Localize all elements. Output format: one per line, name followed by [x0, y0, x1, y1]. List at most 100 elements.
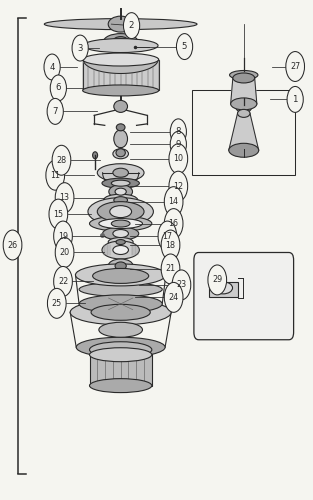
Ellipse shape [93, 268, 149, 283]
Text: 20: 20 [59, 248, 69, 257]
Circle shape [161, 254, 180, 284]
Text: 7: 7 [53, 107, 58, 116]
Circle shape [54, 221, 72, 251]
Ellipse shape [104, 34, 138, 50]
Circle shape [54, 266, 72, 296]
Ellipse shape [115, 188, 126, 195]
FancyBboxPatch shape [194, 252, 294, 340]
Text: 6: 6 [56, 84, 61, 92]
Circle shape [52, 146, 71, 175]
Ellipse shape [99, 218, 142, 228]
Polygon shape [103, 172, 139, 188]
Ellipse shape [229, 70, 258, 80]
Circle shape [72, 35, 88, 61]
Ellipse shape [93, 152, 98, 159]
Ellipse shape [115, 262, 126, 270]
Ellipse shape [113, 36, 128, 46]
Text: 1: 1 [292, 95, 298, 104]
Ellipse shape [114, 130, 127, 148]
Circle shape [164, 282, 183, 312]
Polygon shape [229, 114, 259, 150]
Text: 13: 13 [59, 193, 69, 202]
Circle shape [169, 144, 188, 174]
Circle shape [48, 288, 66, 318]
Ellipse shape [108, 259, 133, 273]
Circle shape [161, 230, 180, 260]
Ellipse shape [70, 300, 171, 325]
Ellipse shape [88, 198, 153, 226]
Ellipse shape [111, 220, 130, 227]
Ellipse shape [116, 240, 125, 244]
Ellipse shape [103, 227, 139, 240]
Text: 5: 5 [182, 42, 187, 51]
Circle shape [164, 208, 183, 238]
Ellipse shape [102, 241, 139, 259]
Text: 18: 18 [166, 240, 176, 250]
Ellipse shape [97, 202, 144, 222]
Ellipse shape [91, 304, 150, 320]
Text: 9: 9 [176, 140, 181, 149]
Ellipse shape [113, 246, 128, 254]
Text: 3: 3 [77, 44, 83, 52]
Ellipse shape [75, 264, 166, 286]
Ellipse shape [83, 53, 159, 66]
Text: 12: 12 [173, 182, 183, 190]
Text: 8: 8 [176, 128, 181, 136]
Text: 21: 21 [166, 264, 176, 274]
Circle shape [172, 270, 191, 300]
Circle shape [50, 75, 66, 101]
Text: 22: 22 [58, 277, 68, 286]
Text: 17: 17 [162, 232, 172, 240]
Circle shape [158, 221, 177, 251]
Text: 4: 4 [49, 62, 55, 72]
Ellipse shape [44, 18, 197, 30]
Bar [208, 282, 238, 297]
Text: 15: 15 [53, 210, 64, 218]
Ellipse shape [99, 322, 142, 338]
Text: 16: 16 [169, 219, 179, 228]
Circle shape [170, 132, 187, 158]
Circle shape [169, 171, 188, 201]
Circle shape [55, 182, 74, 212]
Ellipse shape [233, 73, 255, 83]
Circle shape [46, 160, 64, 190]
Circle shape [177, 34, 192, 60]
Ellipse shape [113, 230, 128, 237]
Ellipse shape [90, 216, 152, 231]
Ellipse shape [111, 180, 130, 186]
Text: 25: 25 [52, 299, 62, 308]
Circle shape [49, 199, 68, 229]
Text: 2: 2 [129, 21, 134, 30]
Circle shape [55, 238, 74, 268]
Circle shape [208, 265, 227, 295]
Ellipse shape [116, 124, 125, 131]
Text: 27: 27 [290, 62, 300, 71]
Bar [192, 90, 295, 175]
Ellipse shape [231, 98, 257, 110]
Polygon shape [83, 60, 158, 74]
Ellipse shape [229, 144, 259, 158]
Text: 14: 14 [169, 197, 179, 206]
Bar [90, 350, 152, 386]
Ellipse shape [110, 206, 131, 218]
Text: 11: 11 [50, 170, 60, 179]
Ellipse shape [79, 282, 162, 296]
Text: 26: 26 [8, 240, 18, 250]
Ellipse shape [83, 38, 158, 52]
Bar [83, 60, 159, 90]
Ellipse shape [116, 149, 125, 157]
Circle shape [3, 230, 22, 260]
Ellipse shape [102, 178, 139, 188]
Text: 23: 23 [176, 280, 187, 289]
Text: 29: 29 [212, 276, 223, 284]
Ellipse shape [236, 104, 251, 112]
Circle shape [47, 98, 63, 124]
Circle shape [170, 119, 187, 145]
Circle shape [287, 86, 303, 113]
Ellipse shape [114, 196, 127, 203]
Polygon shape [231, 78, 257, 104]
Ellipse shape [90, 378, 152, 392]
Text: 19: 19 [58, 232, 68, 240]
Ellipse shape [90, 348, 152, 362]
Text: 10: 10 [173, 154, 183, 164]
